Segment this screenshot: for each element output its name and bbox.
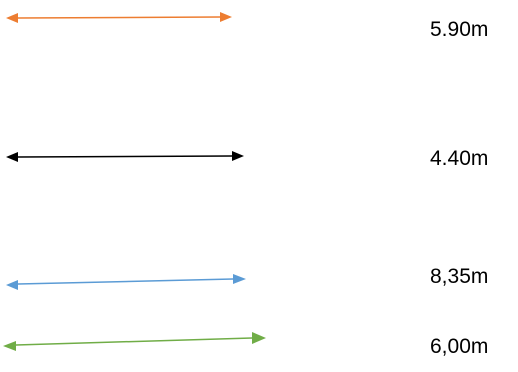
arrow-green: [3, 332, 266, 351]
measurement-label-4: 6,00m: [430, 335, 489, 358]
arrow-black: [6, 151, 244, 162]
arrow-blue: [6, 274, 246, 290]
measurement-label-1: 5.90m: [430, 18, 489, 41]
measurement-label-3: 8,35m: [430, 265, 489, 288]
measurement-label-2: 4.40m: [430, 147, 489, 170]
arrow-orange: [6, 12, 232, 23]
